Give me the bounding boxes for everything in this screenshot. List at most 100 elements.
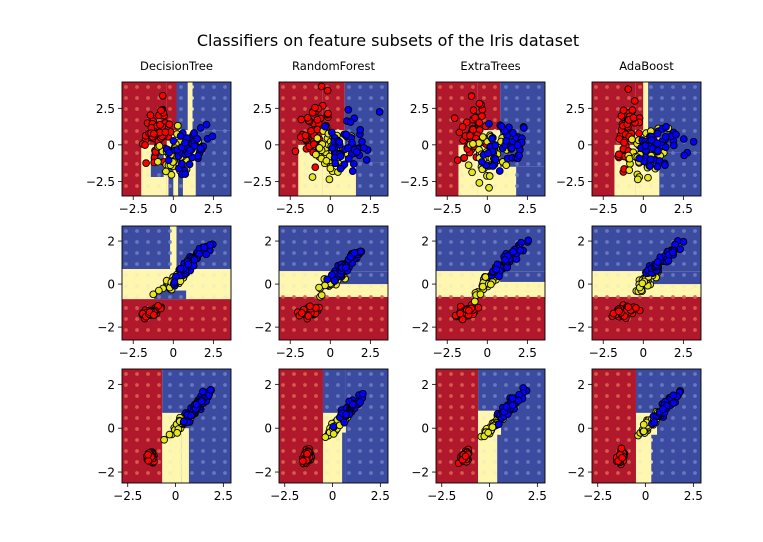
- grid-dot: [135, 471, 139, 475]
- grid-dot: [223, 184, 227, 188]
- grid-dot: [168, 306, 172, 310]
- grid-dot: [449, 240, 453, 244]
- grid-dot: [201, 85, 205, 89]
- grid-dot: [616, 405, 620, 409]
- grid-dot: [135, 273, 139, 277]
- grid-dot: [438, 173, 442, 177]
- grid-dot: [671, 317, 675, 321]
- grid-dot: [124, 262, 128, 266]
- grid-dot: [649, 317, 653, 321]
- grid-dot: [682, 229, 686, 233]
- grid-dot: [369, 317, 373, 321]
- decision-region-r3c4-0: [592, 369, 636, 483]
- grid-dot: [438, 405, 442, 409]
- grid-dot: [369, 328, 373, 332]
- grid-dot: [682, 107, 686, 111]
- grid-dot: [201, 328, 205, 332]
- grid-dot: [380, 118, 384, 122]
- grid-dot: [369, 460, 373, 464]
- grid-dot: [358, 460, 362, 464]
- grid-dot: [168, 317, 172, 321]
- grid-dot: [157, 173, 161, 177]
- grid-dot: [281, 328, 285, 332]
- data-point-class-2: [689, 137, 698, 146]
- grid-dot: [638, 295, 642, 299]
- plot-area-r1c1: [122, 82, 231, 196]
- grid-dot: [682, 284, 686, 288]
- grid-dot: [292, 262, 296, 266]
- grid-dot: [504, 284, 508, 288]
- grid-dot: [537, 328, 541, 332]
- grid-dot: [537, 394, 541, 398]
- decision-region-r3c3-5: [497, 434, 502, 483]
- grid-dot: [594, 460, 598, 464]
- x-tick-label: 2.5: [214, 489, 233, 503]
- data-point-class-1: [173, 121, 182, 130]
- grid-dot: [616, 273, 620, 277]
- data-point-class-2: [661, 132, 670, 141]
- grid-dot: [369, 140, 373, 144]
- data-point-class-1: [502, 161, 511, 170]
- grid-dot: [693, 372, 697, 376]
- grid-dot: [380, 317, 384, 321]
- grid-dot: [281, 85, 285, 89]
- grid-dot: [212, 383, 216, 387]
- grid-dot: [515, 306, 519, 310]
- grid-dot: [460, 173, 464, 177]
- y-tick-label: −2.5: [400, 175, 429, 189]
- data-point-class-0: [461, 452, 470, 461]
- grid-dot: [449, 162, 453, 166]
- grid-dot: [303, 295, 307, 299]
- grid-dot: [314, 96, 318, 100]
- grid-dot: [336, 383, 340, 387]
- data-point-class-0: [297, 115, 306, 124]
- grid-dot: [124, 306, 128, 310]
- data-point-class-2: [659, 405, 667, 413]
- grid-dot: [616, 96, 620, 100]
- subplot-r1c3: ExtraTrees −2.5 0 2.5 2.5 0 −2.5: [400, 59, 546, 216]
- grid-dot: [314, 229, 318, 233]
- decision-region-r1c1-8: [168, 165, 174, 196]
- grid-dot: [380, 240, 384, 244]
- grid-dot: [482, 96, 486, 100]
- grid-dot: [157, 251, 161, 255]
- grid-dot: [223, 394, 227, 398]
- subplot-title-r1c2: RandomForest: [292, 59, 375, 73]
- grid-dot: [179, 107, 183, 111]
- grid-dot: [537, 295, 541, 299]
- grid-dot: [223, 471, 227, 475]
- grid-dot: [671, 184, 675, 188]
- grid-dot: [281, 140, 285, 144]
- grid-dot: [594, 328, 598, 332]
- grid-dot: [146, 427, 150, 431]
- grid-dot: [627, 251, 631, 255]
- grid-dot: [380, 162, 384, 166]
- grid-dot: [347, 173, 351, 177]
- grid-dot: [146, 85, 150, 89]
- grid-dot: [526, 317, 530, 321]
- grid-dot: [223, 328, 227, 332]
- grid-dot: [660, 471, 664, 475]
- grid-dot: [325, 251, 329, 255]
- data-point-class-0: [466, 131, 474, 140]
- grid-dot: [347, 394, 351, 398]
- grid-dot: [212, 107, 216, 111]
- data-point-class-2: [348, 400, 357, 409]
- grid-dot: [638, 85, 642, 89]
- grid-dot: [594, 383, 598, 387]
- grid-dot: [325, 295, 329, 299]
- grid-dot: [482, 240, 486, 244]
- grid-dot: [369, 273, 373, 277]
- grid-dot: [537, 416, 541, 420]
- grid-dot: [649, 96, 653, 100]
- grid-dot: [223, 306, 227, 310]
- grid-dot: [605, 383, 609, 387]
- grid-dot: [515, 273, 519, 277]
- grid-dot: [682, 372, 686, 376]
- grid-dot: [449, 449, 453, 453]
- grid-dot: [671, 328, 675, 332]
- grid-dot: [292, 449, 296, 453]
- grid-dot: [380, 372, 384, 376]
- grid-dot: [336, 471, 340, 475]
- x-tick-label: 2.5: [204, 202, 223, 216]
